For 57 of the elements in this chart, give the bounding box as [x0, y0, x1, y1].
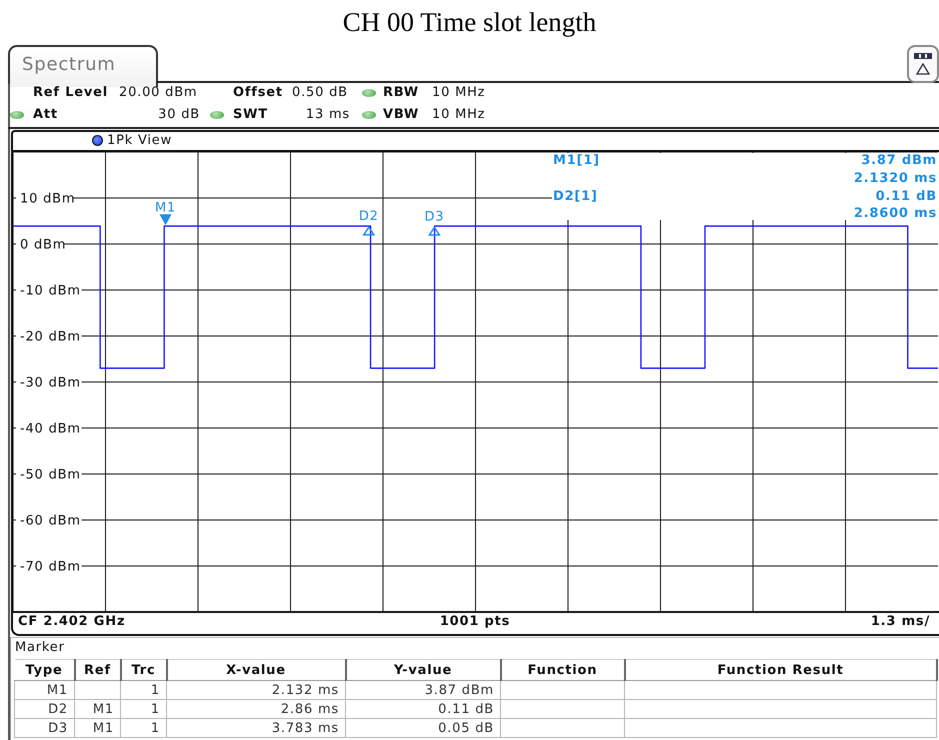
text: 13 ms — [306, 106, 350, 124]
y-tick-label: -70 dBm — [20, 560, 81, 575]
text: Marker — [15, 639, 65, 657]
y-tick-label: -50 dBm — [20, 468, 81, 483]
annotation: D3 — [424, 210, 444, 225]
text: 3.87 dBm — [346, 680, 500, 700]
text: 0.05 dB — [346, 718, 500, 738]
annotation: M1[1] — [553, 152, 600, 170]
text: 30 dB — [158, 106, 200, 124]
annotation: D2[1] — [553, 188, 598, 206]
text: 20.00 dBm — [119, 84, 198, 102]
annotation: M1 — [154, 200, 176, 216]
text: 0.11 dB — [346, 700, 500, 718]
text: 2.86 ms — [166, 700, 346, 718]
text: Trc — [120, 660, 166, 680]
text: M1 — [74, 700, 120, 718]
text: 1 — [120, 700, 166, 718]
annotation: D2 — [358, 209, 379, 224]
y-tick-label: -30 dBm — [20, 376, 81, 391]
text: 10 MHz — [432, 106, 486, 124]
text: 10 MHz — [432, 84, 486, 102]
text: 1001 pts — [440, 613, 510, 631]
text: Ref Level — [33, 84, 108, 102]
y-tick-label: -10 dBm — [20, 284, 81, 299]
text: Function Result — [624, 660, 936, 680]
y-tick-label: 0 dBm — [20, 238, 66, 253]
text: Ref — [74, 660, 120, 680]
y-tick-label: -20 dBm — [20, 330, 81, 345]
text: M1 — [14, 680, 74, 700]
text: VBW — [383, 106, 419, 124]
text: 1Pk View — [107, 132, 172, 149]
annotation: 3.87 dBm — [861, 152, 937, 170]
y-tick-label: -40 dBm — [20, 422, 81, 437]
annotation: 2.8600 ms — [854, 205, 937, 223]
text: Y-value — [346, 660, 500, 680]
text: M1 — [74, 718, 120, 738]
text: X-value — [166, 660, 346, 680]
text: Type — [14, 660, 74, 680]
text: 1 — [120, 718, 166, 738]
text: D2 — [14, 700, 74, 718]
y-tick-label: 10 dBm — [20, 192, 76, 207]
text: Offset — [233, 84, 283, 102]
text: CF 2.402 GHz — [18, 613, 126, 631]
annotation: 0.11 dB — [876, 188, 937, 206]
text: 3.783 ms — [166, 718, 346, 738]
y-tick-label: -60 dBm — [20, 514, 81, 529]
text: 1 — [120, 680, 166, 700]
text: 0.50 dB — [292, 84, 348, 102]
text: 1.3 ms/ — [870, 613, 930, 631]
text: Att — [33, 106, 58, 124]
annotation: 2.1320 ms — [854, 170, 937, 188]
chart-title: CH 00 Time slot length — [342, 6, 598, 38]
text: D3 — [14, 718, 74, 738]
text: Function — [500, 660, 624, 680]
text: RBW — [383, 84, 419, 102]
text: SWT — [233, 106, 268, 124]
text: 2.132 ms — [166, 680, 346, 700]
